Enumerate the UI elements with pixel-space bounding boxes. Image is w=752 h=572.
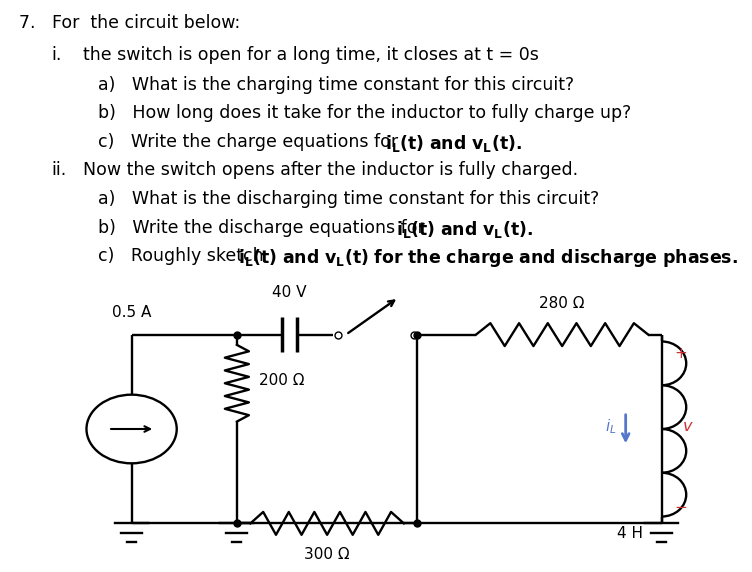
Text: b)   How long does it take for the inductor to fully charge up?: b) How long does it take for the inducto… xyxy=(98,104,631,122)
Text: $\mathit{\mathbf{i}}_{\mathbf{L}}\mathbf{(t)}$$\bf{\ and\ }$$\mathit{\mathbf{v}}: $\mathit{\mathbf{i}}_{\mathbf{L}}\mathbf… xyxy=(238,247,738,269)
Text: 280 Ω: 280 Ω xyxy=(539,296,585,311)
Text: b)   Write the discharge equations for: b) Write the discharge equations for xyxy=(98,219,435,236)
Text: a)   What is the charging time constant for this circuit?: a) What is the charging time constant fo… xyxy=(98,76,574,93)
Text: $v$: $v$ xyxy=(682,419,694,434)
Text: −: − xyxy=(675,500,687,515)
Text: c)   Roughly sketch: c) Roughly sketch xyxy=(98,247,274,265)
Text: 40 V: 40 V xyxy=(272,285,307,300)
Text: ii.: ii. xyxy=(51,161,66,179)
Text: $\mathit{\mathbf{i}}_{\mathbf{L}}\mathbf{(t)}$$\bf{\ and\ }$$\mathit{\mathbf{v}}: $\mathit{\mathbf{i}}_{\mathbf{L}}\mathbf… xyxy=(396,219,533,240)
Text: Now the switch opens after the inductor is fully charged.: Now the switch opens after the inductor … xyxy=(83,161,578,179)
Text: 300 Ω: 300 Ω xyxy=(305,547,350,562)
Text: 200 Ω: 200 Ω xyxy=(259,373,305,388)
Text: 4 H: 4 H xyxy=(617,526,643,541)
Text: $i_L$: $i_L$ xyxy=(605,418,617,436)
Text: i.: i. xyxy=(51,46,62,63)
Text: +: + xyxy=(675,346,687,361)
Text: $\mathit{\mathbf{i}}_{\mathbf{L}}\mathbf{(t)}$$\bf{\ and\ }$$\mathit{\mathbf{v}}: $\mathit{\mathbf{i}}_{\mathbf{L}}\mathbf… xyxy=(385,133,522,154)
Text: 0.5 A: 0.5 A xyxy=(112,305,151,320)
Text: 7.   For  the circuit below:: 7. For the circuit below: xyxy=(19,14,240,32)
Text: the switch is open for a long time, it closes at t = 0s: the switch is open for a long time, it c… xyxy=(83,46,538,63)
Text: a)   What is the discharging time constant for this circuit?: a) What is the discharging time constant… xyxy=(98,190,599,208)
Text: c)   Write the charge equations for: c) Write the charge equations for xyxy=(98,133,409,150)
